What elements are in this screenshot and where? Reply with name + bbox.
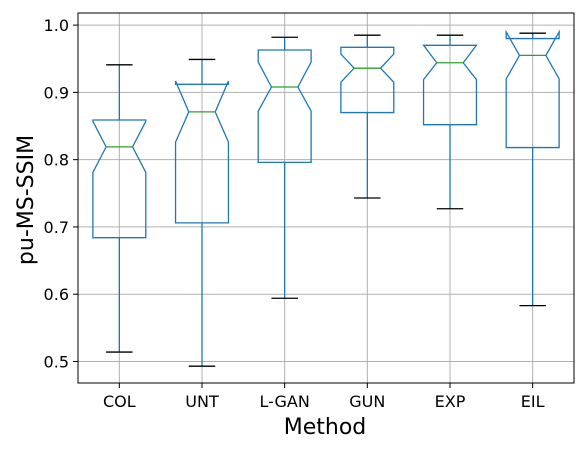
x-tick-label: UNT — [185, 392, 219, 411]
axes: 0.5 0.6 0.7 0.8 0.9 1.0 COL UNT L-GAN GUN EXP EIL — [44, 16, 545, 411]
box-gun — [340, 34, 395, 199]
box-l-gan — [257, 36, 312, 299]
x-tick-label: L-GAN — [260, 392, 310, 411]
box-body — [340, 46, 395, 114]
box-col — [92, 64, 147, 353]
grid-lines — [78, 13, 574, 383]
x-tick-label: EIL — [521, 392, 545, 411]
x-tick-label: COL — [103, 392, 136, 411]
box-body — [92, 119, 147, 239]
box-body — [174, 80, 230, 224]
box-unt — [174, 58, 230, 367]
box-body — [505, 29, 560, 149]
y-axis-label: pu-MS-SSIM — [14, 135, 39, 265]
x-tick-label: EXP — [435, 392, 466, 411]
y-tick-label: 1.0 — [44, 16, 69, 35]
y-tick-label: 0.6 — [44, 285, 69, 304]
box-eil — [505, 29, 560, 307]
x-axis-label: Method — [284, 415, 367, 440]
y-tick-label: 0.7 — [44, 218, 69, 237]
y-tick-label: 0.8 — [44, 151, 69, 170]
box-body — [257, 49, 312, 163]
plot-frame — [77, 12, 575, 384]
box-series — [92, 29, 560, 367]
y-tick-label: 0.9 — [44, 83, 69, 102]
box-exp — [422, 34, 478, 210]
box-body — [422, 44, 478, 126]
x-tick-label: GUN — [349, 392, 385, 411]
y-tick-label: 0.5 — [44, 352, 69, 371]
